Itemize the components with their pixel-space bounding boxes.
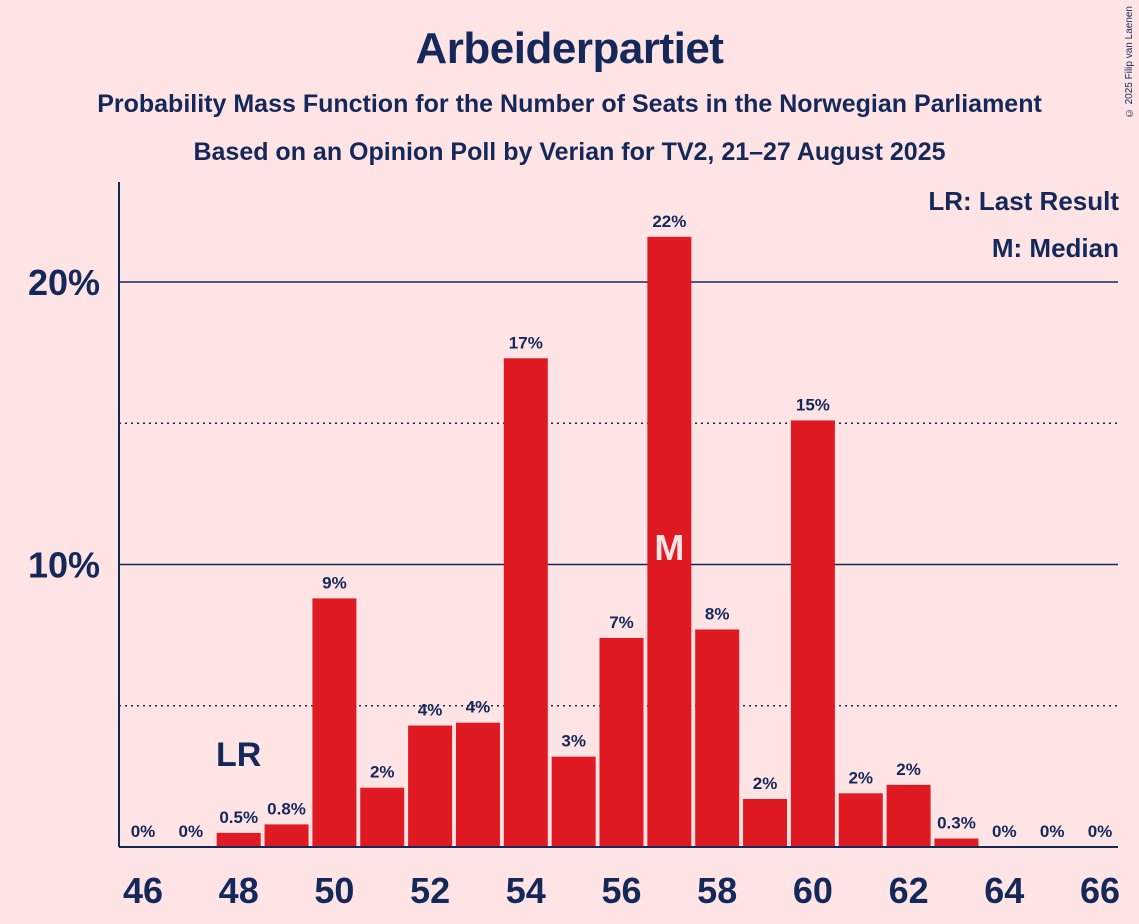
x-tick-label: 54 <box>506 870 546 911</box>
bar-value-label: 2% <box>848 768 873 787</box>
x-tick-label: 56 <box>601 870 641 911</box>
bar <box>695 629 740 847</box>
bar <box>408 725 453 847</box>
last-result-marker: LR <box>216 736 261 774</box>
bar-value-label: 7% <box>609 613 634 632</box>
bar-value-label: 17% <box>509 333 543 352</box>
x-tick-label: 48 <box>219 870 259 911</box>
bar <box>790 420 835 847</box>
x-tick-label: 52 <box>410 870 450 911</box>
bar <box>216 832 261 847</box>
bar-value-label: 8% <box>705 604 730 623</box>
median-marker: M <box>654 527 684 568</box>
x-tick-label: 50 <box>314 870 354 911</box>
bar <box>647 236 692 848</box>
chart-title: Arbeiderpartiet <box>415 24 724 73</box>
x-tick-label: 66 <box>1080 870 1120 911</box>
bar-value-label: 2% <box>370 763 395 782</box>
bar-value-label: 2% <box>753 774 778 793</box>
bar-value-label: 0% <box>1088 822 1113 841</box>
chart-subtitle-source: Based on an Opinion Poll by Verian for T… <box>193 138 946 166</box>
bar <box>360 787 405 847</box>
x-tick-label: 60 <box>793 870 833 911</box>
bar <box>743 798 788 847</box>
bar-value-label: 0% <box>131 822 156 841</box>
bar <box>886 784 931 847</box>
bar-value-label: 0.8% <box>267 799 306 818</box>
bar-value-label: 9% <box>322 573 347 592</box>
bar-value-label: 0% <box>992 822 1017 841</box>
bar <box>838 793 883 847</box>
x-tick-label: 64 <box>984 870 1024 911</box>
bar-value-label: 15% <box>796 395 830 414</box>
bar <box>503 358 548 847</box>
bar <box>312 598 357 847</box>
y-tick-label: 20% <box>28 262 100 303</box>
bar-value-label: 0% <box>179 822 204 841</box>
y-tick-label: 10% <box>28 545 100 586</box>
bar-value-label: 0% <box>1040 822 1065 841</box>
x-tick-label: 46 <box>123 870 163 911</box>
bar-value-label: 4% <box>418 701 443 720</box>
legend-last-result: LR: Last Result <box>928 186 1119 216</box>
bar-value-label: 4% <box>466 698 491 717</box>
bar-value-label: 2% <box>896 760 921 779</box>
bar-value-label: 3% <box>561 732 586 751</box>
bar-value-label: 22% <box>652 212 686 231</box>
bar-value-label: 0.5% <box>219 808 258 827</box>
legend-median: M: Median <box>991 233 1119 263</box>
bar-value-label: 0.3% <box>937 814 976 833</box>
bar <box>455 722 500 847</box>
x-tick-label: 62 <box>889 870 929 911</box>
bar <box>934 838 979 847</box>
bar <box>264 824 309 847</box>
bar <box>551 756 596 847</box>
x-tick-label: 58 <box>697 870 737 911</box>
chart-subtitle: Probability Mass Function for the Number… <box>97 90 1042 118</box>
bar <box>599 637 644 847</box>
